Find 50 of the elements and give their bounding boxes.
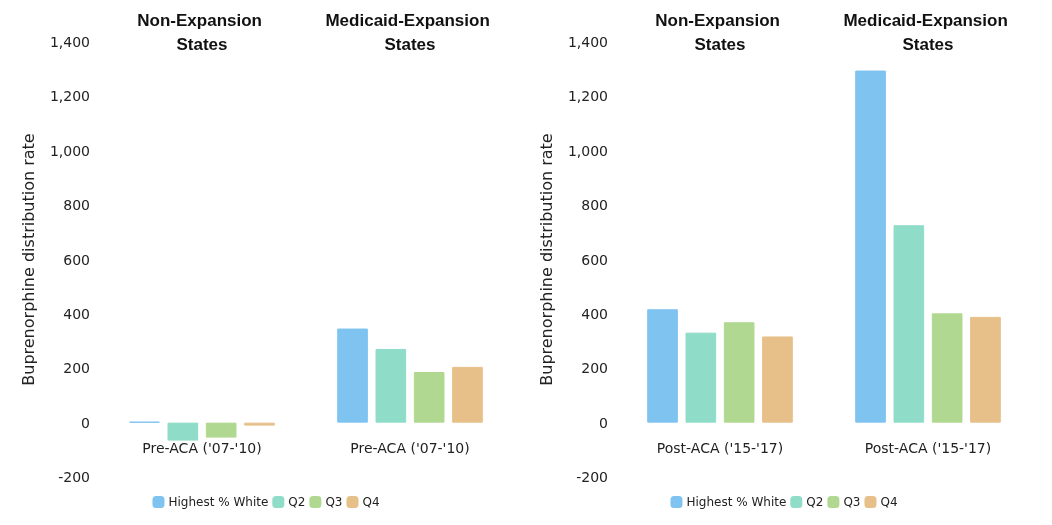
bar xyxy=(762,336,793,423)
bar xyxy=(723,322,755,423)
legend-label: Highest % White xyxy=(686,495,787,509)
annotation: Non-Expansion States xyxy=(137,10,267,54)
y-tick-label: 1,400 xyxy=(567,34,608,50)
annotation: Non-Expansion States xyxy=(655,10,785,54)
y-tick-label: 1,200 xyxy=(49,88,90,105)
annotation: Medicaid-Expansion States xyxy=(325,10,495,54)
bar xyxy=(167,422,199,441)
y-tick-label: -200 xyxy=(58,469,90,485)
bar xyxy=(970,316,1001,423)
y-tick-label: 200 xyxy=(63,360,90,377)
legend-label: Q2 xyxy=(288,495,306,509)
bar xyxy=(893,225,925,423)
legend-label: Q3 xyxy=(325,495,343,509)
bar xyxy=(931,313,963,423)
y-tick-label: 0 xyxy=(81,414,90,431)
annotation: Medicaid-Expansion States xyxy=(843,10,1013,54)
y-tick-label: 0 xyxy=(599,414,608,431)
y-tick-label: 200 xyxy=(581,360,608,377)
bar xyxy=(855,70,886,423)
y-tick-label: 1,000 xyxy=(49,142,90,159)
bar xyxy=(413,372,445,423)
y-tick-label: 800 xyxy=(581,197,608,214)
y-axis-title: Buprenorphine distribution rate xyxy=(18,133,38,386)
y-tick-label: 800 xyxy=(63,197,90,214)
y-tick-label: 600 xyxy=(63,251,90,268)
bar xyxy=(452,366,483,423)
bar xyxy=(205,422,237,438)
legend-label: Q4 xyxy=(362,495,380,509)
y-tick-label: 600 xyxy=(581,251,608,268)
bar xyxy=(647,309,678,423)
y-tick-label: 1,000 xyxy=(567,142,608,159)
y-tick-label: -200 xyxy=(576,469,608,485)
legend-label: Q3 xyxy=(843,495,861,509)
y-tick-label: 400 xyxy=(581,305,608,322)
bar xyxy=(685,332,717,423)
legend-label: Q4 xyxy=(880,495,898,509)
y-tick-label: 400 xyxy=(63,305,90,322)
y-tick-label: 1,400 xyxy=(49,34,90,50)
y-tick-label: 1,200 xyxy=(567,88,608,105)
bar xyxy=(375,348,407,423)
x-tick-label: Pre-ACA ('07-'10) xyxy=(350,440,470,456)
legend-label: Highest % White xyxy=(168,495,269,509)
legend-label: Q2 xyxy=(806,495,824,509)
x-tick-label: Post-ACA ('15-'17) xyxy=(864,440,992,456)
x-tick-label: Post-ACA ('15-'17) xyxy=(656,440,784,456)
x-tick-label: Pre-ACA ('07-'10) xyxy=(142,440,262,456)
bar xyxy=(337,328,368,423)
y-axis-title: Buprenorphine distribution rate xyxy=(536,133,556,386)
